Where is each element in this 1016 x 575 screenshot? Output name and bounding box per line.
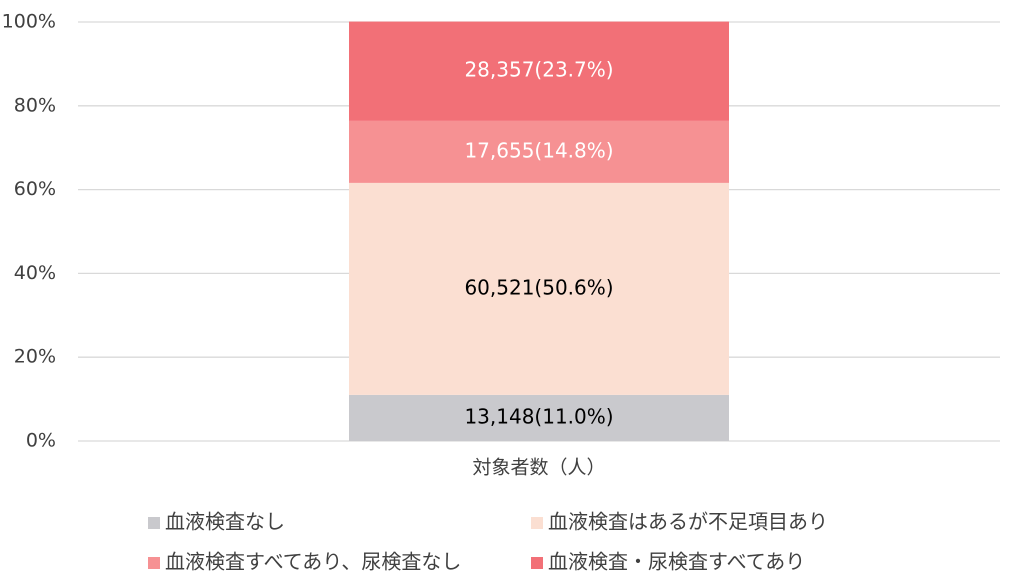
- y-tick-label: 20%: [14, 346, 56, 368]
- x-tick-label: 対象者数（人）: [472, 457, 605, 479]
- bar-segment: [349, 21, 729, 121]
- bar-segment: [349, 182, 729, 395]
- legend-swatch: [148, 557, 160, 569]
- data-label: 17,655(14.8%): [464, 138, 613, 162]
- y-tick-label: 0%: [26, 430, 56, 452]
- y-tick-label: 60%: [14, 178, 56, 200]
- data-label: 28,357(23.7%): [464, 58, 613, 82]
- y-tick-label: 40%: [14, 262, 56, 284]
- legend-label: 血液検査はあるが不足項目あり: [548, 510, 828, 534]
- legend-label: 血液検査すべてあり、尿検査なし: [165, 550, 461, 574]
- bar-segment: [349, 120, 729, 183]
- legend-swatch: [531, 557, 543, 569]
- legend-swatch: [148, 517, 160, 529]
- y-tick-label: 80%: [14, 94, 56, 116]
- legend-swatch: [531, 517, 543, 529]
- data-label: 13,148(11.0%): [464, 404, 613, 428]
- data-label: 60,521(50.6%): [464, 275, 613, 299]
- legend-label: 血液検査なし: [165, 510, 285, 534]
- bar-segment: [349, 394, 729, 441]
- y-tick-label: 100%: [2, 11, 56, 33]
- legend-label: 血液検査・尿検査すべてあり: [548, 550, 805, 574]
